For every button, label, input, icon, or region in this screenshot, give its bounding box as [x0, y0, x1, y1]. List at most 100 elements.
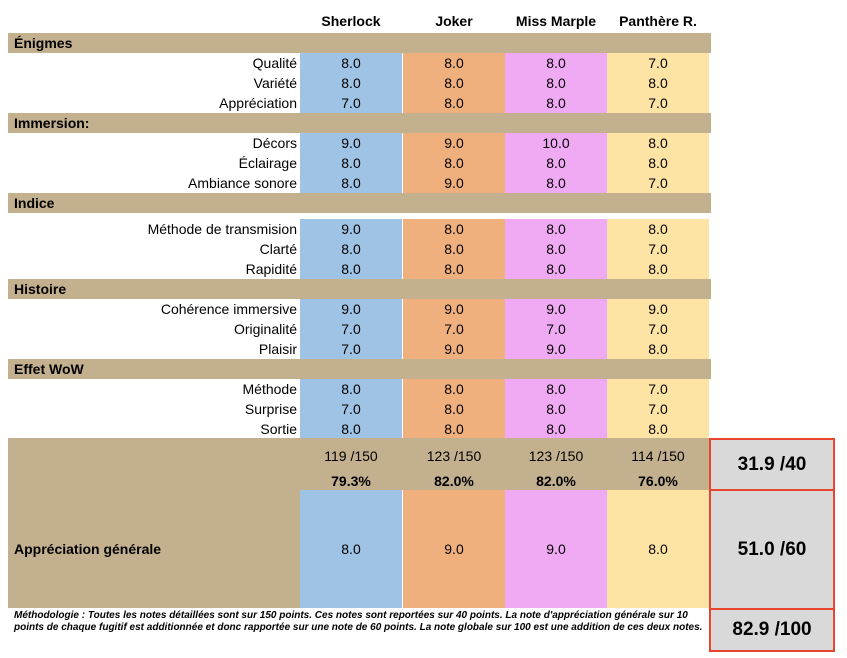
section-enigmes: Énigmes	[8, 33, 711, 53]
table-row: Qualité 8.0 8.0 8.0 7.0	[8, 53, 711, 73]
score-cell-joker: 8.0	[403, 153, 505, 173]
score-cell-miss-marple: 8.0	[505, 153, 607, 173]
score-cell-panthere: 8.0	[607, 259, 709, 279]
score-cell-panthere: 7.0	[607, 93, 709, 113]
table-row: Variété 8.0 8.0 8.0 8.0	[8, 73, 711, 93]
percent-sherlock: 79.3%	[331, 473, 371, 489]
criterion-label: Originalité	[233, 321, 297, 337]
score-cell-sherlock: 8.0	[300, 173, 402, 193]
score-cell-sherlock: 8.0	[300, 419, 402, 439]
section-immersion: Immersion:	[8, 113, 711, 133]
general-cell-miss-marple	[505, 490, 607, 608]
total-sherlock: 119 /150	[324, 448, 378, 464]
score-cell-joker: 9.0	[403, 173, 505, 193]
detail-score-box: 31.9 /40	[709, 438, 835, 491]
score-cell-miss-marple: 8.0	[505, 53, 607, 73]
score-cell-miss-marple: 8.0	[505, 239, 607, 259]
criterion-label: Plaisir	[258, 341, 297, 357]
criterion-label: Méthode de transmision	[147, 221, 297, 237]
criterion-label: Clarté	[259, 241, 297, 257]
criterion-label: Méthode	[242, 381, 297, 397]
table-row: Décors 9.0 9.0 10.0 8.0	[8, 133, 711, 153]
section-title: Indice	[14, 195, 55, 211]
score-cell-joker: 8.0	[403, 93, 505, 113]
column-header-miss-marple: Miss Marple	[515, 13, 597, 29]
general-label: Appréciation générale	[14, 541, 162, 557]
general-cell-panthere	[607, 490, 711, 608]
score-cell-joker: 8.0	[403, 53, 505, 73]
criterion-label: Rapidité	[245, 261, 297, 277]
table-row: Méthode 8.0 8.0 8.0 7.0	[8, 379, 711, 399]
score-cell-miss-marple: 7.0	[505, 319, 607, 339]
criterion-label: Variété	[253, 75, 297, 91]
score-cell-sherlock: 8.0	[300, 153, 402, 173]
table-row: Cohérence immersive 9.0 9.0 9.0 9.0	[8, 299, 711, 319]
score-cell-miss-marple: 8.0	[505, 219, 607, 239]
total-joker: 123 /150	[426, 448, 482, 464]
score-cell-panthere: 8.0	[607, 219, 709, 239]
score-cell-miss-marple: 8.0	[505, 379, 607, 399]
score-cell-miss-marple: 9.0	[505, 339, 607, 359]
score-cell-panthere: 8.0	[607, 73, 709, 93]
score-cell-sherlock: 7.0	[300, 93, 402, 113]
general-value-joker: 9.0	[444, 541, 464, 557]
score-cell-miss-marple: 10.0	[505, 133, 607, 153]
score-cell-miss-marple: 8.0	[505, 419, 607, 439]
general-cell-sherlock	[300, 490, 402, 608]
score-cell-sherlock: 8.0	[300, 53, 402, 73]
score-cell-joker: 9.0	[403, 339, 505, 359]
score-cell-joker: 7.0	[403, 319, 505, 339]
score-cell-sherlock: 7.0	[300, 319, 402, 339]
table-row: Éclairage 8.0 8.0 8.0 8.0	[8, 153, 711, 173]
criterion-label: Sortie	[260, 421, 297, 437]
table-row: Sortie 8.0 8.0 8.0 8.0	[8, 419, 711, 439]
general-score-box: 51.0 /60	[709, 489, 835, 610]
score-cell-panthere: 8.0	[607, 133, 709, 153]
score-cell-panthere: 7.0	[607, 379, 709, 399]
score-cell-joker: 8.0	[403, 73, 505, 93]
table-row: Clarté 8.0 8.0 8.0 7.0	[8, 239, 711, 259]
table-row: Ambiance sonore 8.0 9.0 8.0 7.0	[8, 173, 711, 193]
score-cell-panthere: 7.0	[607, 399, 709, 419]
score-cell-joker: 8.0	[403, 259, 505, 279]
general-value-panthere: 8.0	[648, 541, 668, 557]
column-header-joker: Joker	[435, 13, 473, 29]
table-row: Rapidité 8.0 8.0 8.0 8.0	[8, 259, 711, 279]
score-cell-miss-marple: 8.0	[505, 173, 607, 193]
score-cell-sherlock: 8.0	[300, 73, 402, 93]
score-cell-sherlock: 8.0	[300, 239, 402, 259]
global-score-box: 82.9 /100	[709, 608, 835, 652]
section-indice: Indice	[8, 193, 711, 213]
score-cell-panthere: 9.0	[607, 299, 709, 319]
methodology-note: Méthodologie : Toutes les notes détaillé…	[14, 610, 703, 633]
criterion-label: Éclairage	[238, 155, 297, 171]
score-cell-miss-marple: 8.0	[505, 399, 607, 419]
score-cell-miss-marple: 8.0	[505, 93, 607, 113]
criterion-label: Appréciation	[219, 95, 297, 111]
percent-miss-marple: 82.0%	[536, 473, 576, 489]
score-cell-joker: 8.0	[403, 239, 505, 259]
score-cell-sherlock: 7.0	[300, 399, 402, 419]
score-cell-sherlock: 9.0	[300, 219, 402, 239]
score-cell-panthere: 8.0	[607, 153, 709, 173]
score-cell-sherlock: 9.0	[300, 133, 402, 153]
total-panthere: 114 /150	[631, 448, 685, 464]
score-cell-sherlock: 9.0	[300, 299, 402, 319]
criterion-label: Surprise	[244, 401, 297, 417]
general-cell-joker	[403, 490, 505, 608]
score-cell-miss-marple: 8.0	[505, 73, 607, 93]
score-cell-sherlock: 8.0	[300, 379, 402, 399]
score-cell-joker: 9.0	[403, 299, 505, 319]
score-cell-panthere: 7.0	[607, 53, 709, 73]
percent-joker: 82.0%	[434, 473, 474, 489]
score-cell-sherlock: 7.0	[300, 339, 402, 359]
score-cell-joker: 8.0	[403, 379, 505, 399]
table-row: Originalité 7.0 7.0 7.0 7.0	[8, 319, 711, 339]
general-value-miss-marple: 9.0	[546, 541, 566, 557]
table-row: Plaisir 7.0 9.0 9.0 8.0	[8, 339, 711, 359]
score-cell-panthere: 8.0	[607, 419, 709, 439]
score-cell-miss-marple: 8.0	[505, 259, 607, 279]
table-row: Appréciation 7.0 8.0 8.0 7.0	[8, 93, 711, 113]
score-cell-panthere: 7.0	[607, 239, 709, 259]
score-cell-joker: 8.0	[403, 219, 505, 239]
